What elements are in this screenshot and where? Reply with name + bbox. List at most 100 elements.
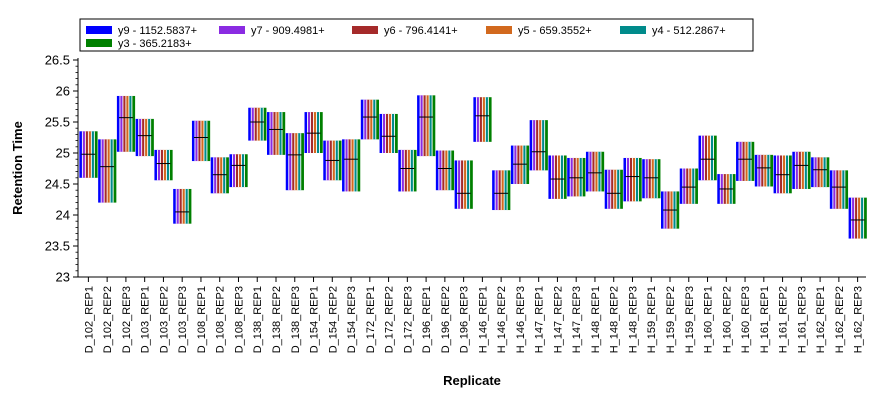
series-stripe: [739, 141, 743, 181]
series-stripe: [276, 112, 280, 155]
x-tick-label: D_196_REP2: [440, 286, 452, 353]
series-stripe: [157, 149, 161, 181]
series-stripe: [432, 95, 436, 157]
series-stripe: [438, 150, 443, 191]
x-tick-label: H_160_REP3: [740, 286, 752, 353]
series-stripe: [429, 95, 433, 157]
series-stripe: [203, 120, 208, 162]
series-stripe: [594, 151, 599, 192]
series-stripe: [222, 157, 226, 194]
series-stripe: [851, 197, 855, 239]
series-stripe: [707, 135, 711, 181]
series-stripe: [685, 168, 689, 204]
x-tick-label: H_161_REP3: [796, 286, 808, 353]
x-tick-label: H_147_REP3: [571, 286, 583, 353]
series-stripe: [466, 160, 470, 209]
replicate-box: [248, 107, 267, 141]
x-tick-label: H_148_REP1: [590, 286, 602, 353]
series-stripe: [488, 97, 492, 142]
series-stripe: [166, 149, 170, 181]
series-stripe: [251, 107, 255, 141]
series-stripe: [379, 113, 383, 153]
series-stripe: [492, 170, 496, 211]
x-tick-label: H_159_REP3: [684, 286, 696, 353]
series-stripe: [576, 157, 580, 197]
series-stripe: [854, 197, 858, 239]
replicate-box: [360, 99, 380, 140]
x-axis-title: Replicate: [443, 373, 501, 388]
series-stripe: [338, 140, 342, 181]
series-stripe: [817, 157, 821, 188]
series-stripe: [804, 151, 808, 189]
series-stripe: [107, 139, 111, 203]
series-stripe: [661, 191, 665, 229]
series-stripe: [263, 107, 267, 141]
series-stripe: [125, 95, 130, 152]
series-stripe: [554, 155, 558, 199]
series-stripe: [98, 139, 102, 203]
replicate-box: [510, 145, 530, 184]
series-stripe: [732, 174, 736, 204]
series-stripe: [128, 95, 133, 152]
series-stripe: [197, 120, 202, 162]
series-stripe: [694, 168, 698, 204]
series-stripe: [291, 133, 295, 191]
series-stripe: [391, 113, 395, 153]
series-stripe: [310, 112, 314, 153]
x-tick-label: H_147_REP1: [534, 286, 546, 353]
x-tick-label: D_172_REP1: [365, 286, 377, 353]
series-stripe: [717, 174, 721, 204]
legend-label: y6 - 796.4141+: [384, 25, 458, 37]
legend-label: y4 - 512.2867+: [652, 25, 726, 37]
series-stripe: [219, 157, 223, 194]
series-stripe: [388, 113, 392, 153]
series-stripe: [769, 154, 774, 187]
legend-swatch: [86, 39, 112, 47]
series-stripe: [682, 168, 686, 204]
series-stripe: [385, 113, 389, 153]
x-tick-label: D_108_REP2: [215, 286, 227, 353]
legend-label: y9 - 1152.5837+: [118, 25, 197, 37]
replicate-box: [829, 170, 849, 209]
series-stripe: [648, 159, 652, 199]
x-tick-label: D_102_REP1: [83, 286, 95, 353]
series-stripe: [495, 170, 499, 211]
replicate-box: [398, 149, 417, 192]
series-stripe: [94, 131, 98, 178]
series-stripe: [529, 120, 533, 171]
series-stripe: [701, 135, 705, 181]
series-stripe: [270, 112, 274, 155]
series-stripe: [366, 99, 371, 140]
series-stripe: [691, 168, 695, 204]
series-stripe: [104, 139, 108, 203]
series-stripe: [835, 170, 840, 209]
series-stripe: [232, 154, 236, 188]
series-stripe: [519, 145, 524, 184]
series-stripe: [460, 160, 464, 209]
series-stripe: [216, 157, 220, 194]
series-stripe: [363, 99, 368, 140]
x-tick-label: D_196_REP1: [421, 286, 433, 353]
series-stripe: [273, 112, 277, 155]
series-stripe: [766, 154, 771, 187]
series-stripe: [541, 120, 545, 171]
series-stripe: [498, 170, 502, 211]
series-stripe: [285, 133, 289, 191]
series-stripe: [410, 149, 414, 192]
x-tick-label: H_160_REP2: [721, 286, 733, 353]
series-stripe: [131, 95, 136, 152]
series-stripe: [698, 135, 702, 181]
series-stripe: [382, 113, 386, 153]
series-stripe: [688, 168, 692, 204]
series-stripe: [423, 95, 427, 157]
series-stripe: [210, 157, 214, 194]
series-stripe: [838, 170, 843, 209]
y-tick-label: 23: [56, 270, 70, 285]
series-stripe: [116, 95, 121, 152]
legend-item: y6 - 796.4141+: [352, 25, 458, 37]
series-stripe: [323, 140, 327, 181]
legend-item: y4 - 512.2867+: [620, 25, 726, 37]
replicate-box: [623, 157, 642, 202]
series-stripe: [300, 133, 304, 191]
series-stripe: [629, 157, 633, 202]
